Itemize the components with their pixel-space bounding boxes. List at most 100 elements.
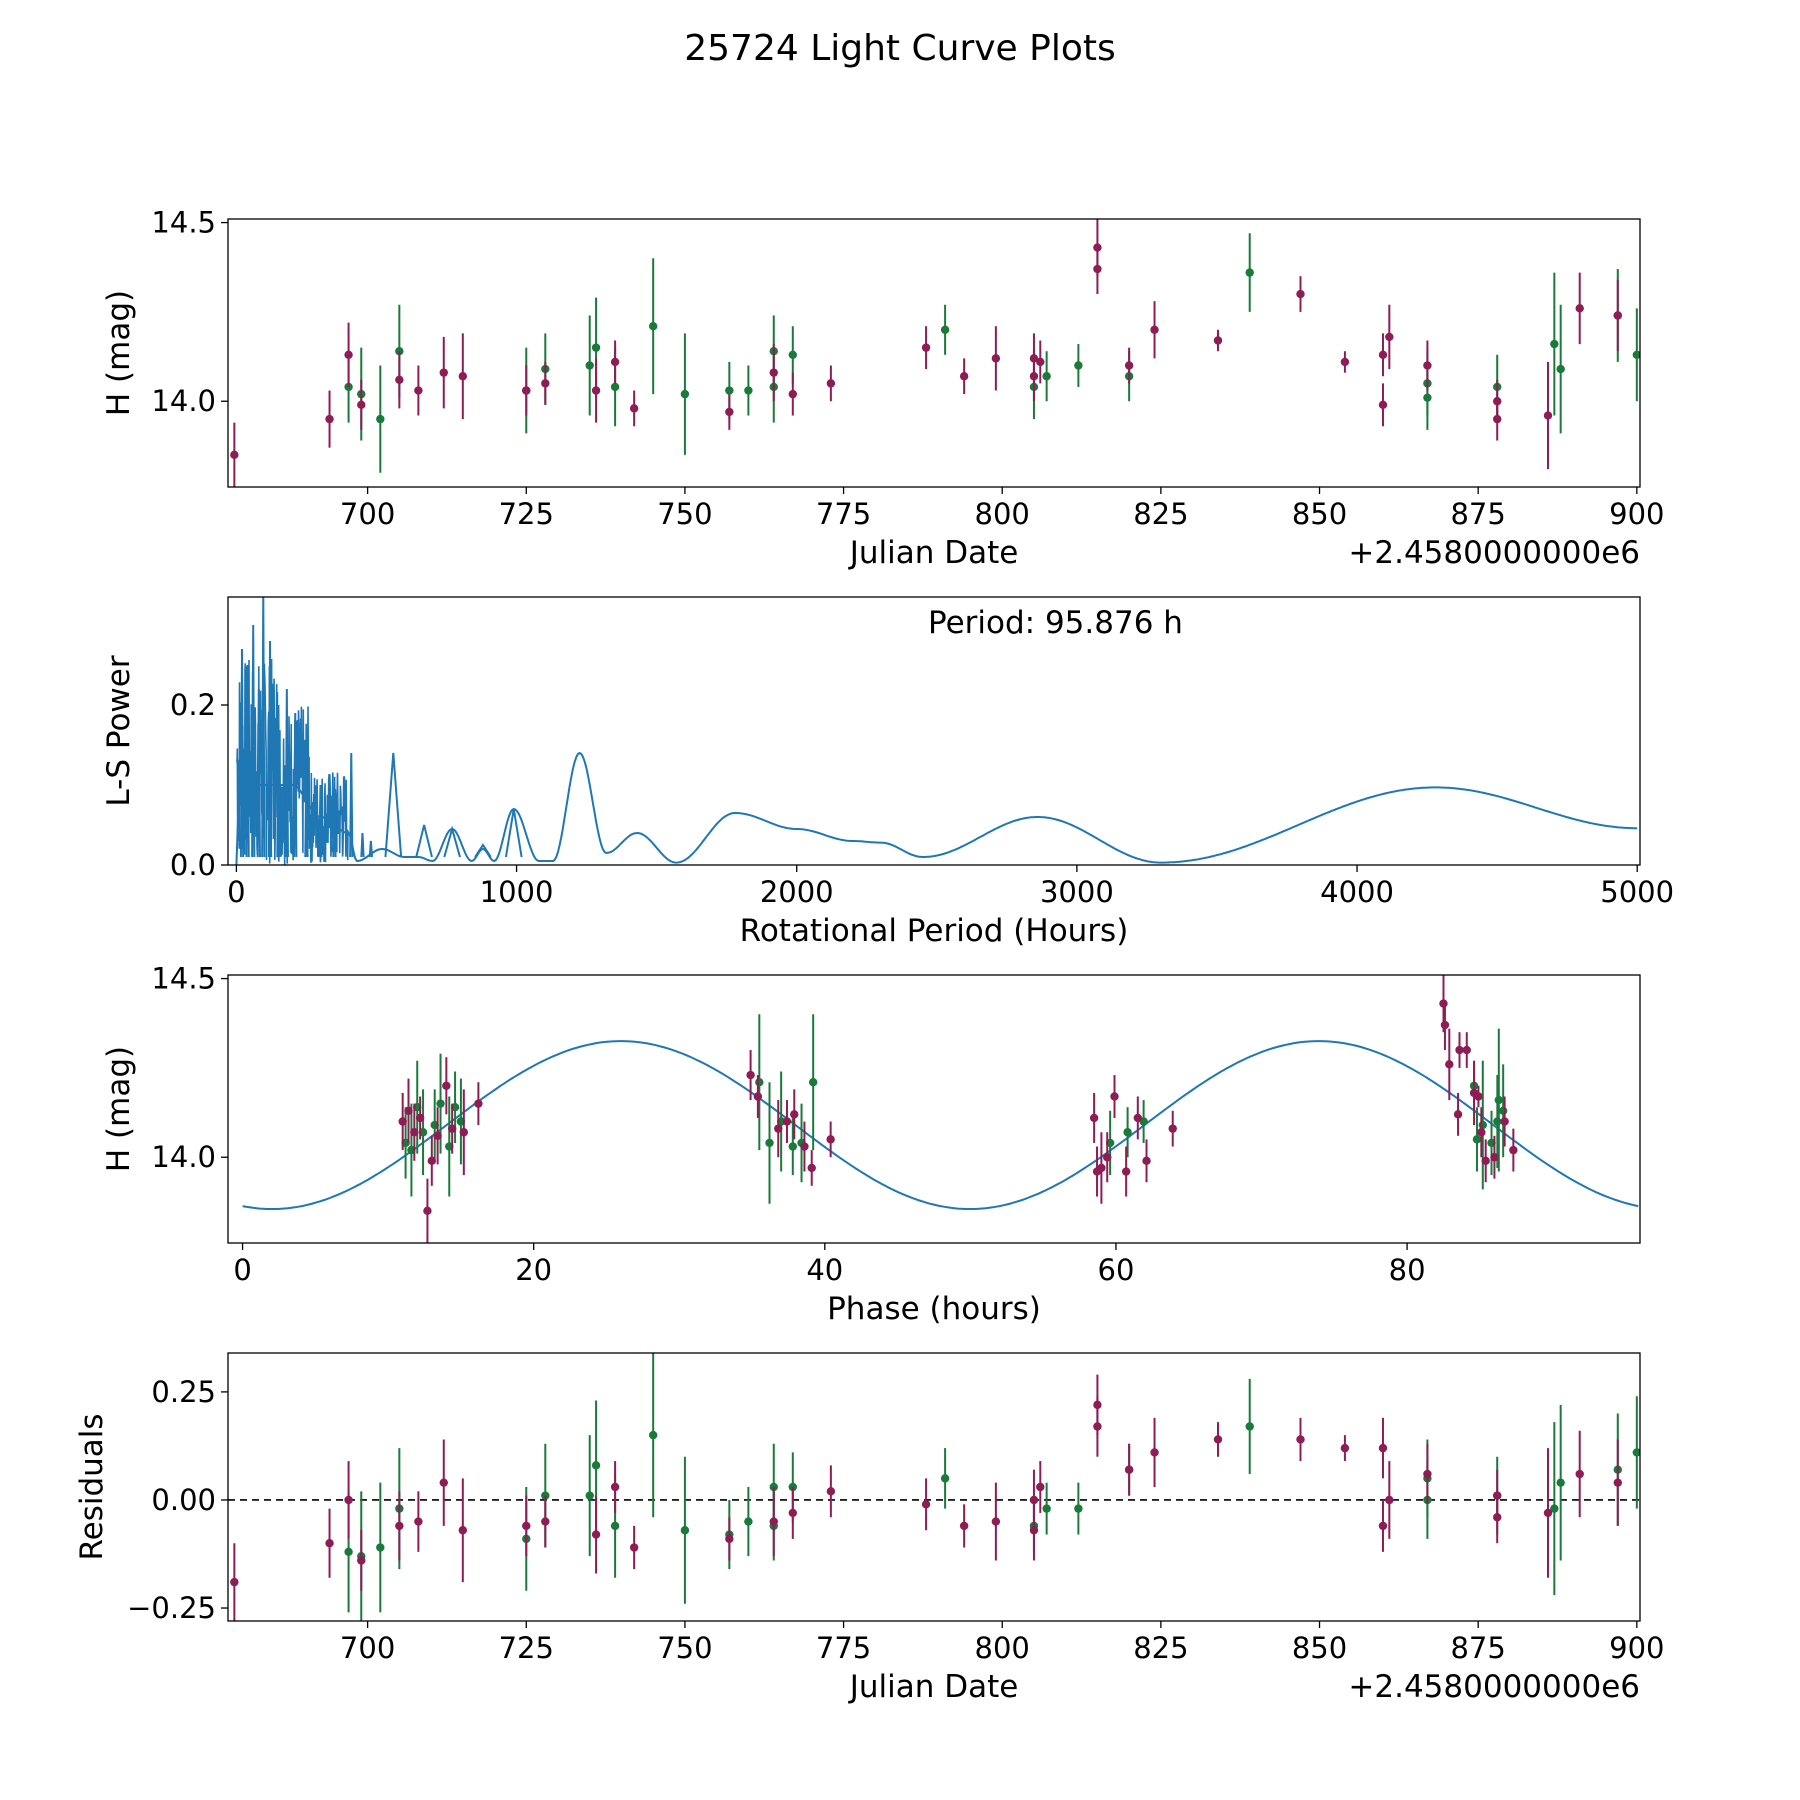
x-tick-label: 800 — [975, 1631, 1030, 1665]
data-point-r — [357, 1556, 366, 1565]
data-point-g — [744, 386, 753, 395]
data-point-r — [398, 1117, 407, 1126]
x-tick-label: 2000 — [760, 875, 834, 909]
x-tick-label: 80 — [1389, 1253, 1426, 1287]
x-tick-label: 725 — [499, 497, 554, 531]
data-point-g — [1550, 1504, 1559, 1513]
data-point-r — [1121, 1167, 1131, 1176]
data-point-r — [423, 1206, 432, 1216]
data-point-r — [610, 357, 620, 367]
data-point-r — [325, 414, 334, 424]
data-point-r — [725, 1534, 734, 1544]
data-point-r — [1474, 1092, 1483, 1101]
periodogram-forest — [236, 658, 350, 865]
x-tick-label: 60 — [1098, 1253, 1135, 1287]
periodogram-peak — [332, 792, 337, 858]
data-point-r — [1440, 1020, 1450, 1030]
data-point-r — [1481, 1156, 1490, 1166]
data-point-r — [344, 1495, 353, 1505]
data-point-g — [1074, 1504, 1083, 1513]
data-point-r — [774, 1124, 783, 1133]
data-point-g — [648, 322, 658, 331]
data-point-g — [585, 361, 594, 370]
data-point-r — [459, 1128, 469, 1137]
y-axis-label: Residuals — [74, 1413, 110, 1560]
axes-frame — [227, 1352, 1641, 1622]
data-point-r — [1029, 1495, 1039, 1505]
y-tick-label: 14.0 — [151, 384, 216, 418]
data-point-r — [1103, 1153, 1112, 1162]
data-point-g — [376, 1543, 385, 1552]
data-point-r — [414, 386, 423, 395]
data-point-g — [1494, 1095, 1504, 1105]
periodogram-peak — [284, 688, 289, 858]
data-point-r — [404, 1106, 413, 1115]
data-point-g — [788, 1142, 797, 1151]
x-tick-label: 850 — [1292, 497, 1347, 531]
x-tick-label: 725 — [499, 1631, 554, 1665]
data-point-r — [395, 375, 404, 384]
y-tick-label: 14.5 — [151, 206, 216, 240]
x-tick-label: 900 — [1609, 497, 1664, 531]
data-point-r — [1124, 361, 1134, 370]
y-tick-label: 0.25 — [151, 1375, 216, 1409]
plot-area — [242, 975, 1639, 1243]
periodogram-peak — [256, 688, 261, 858]
x-tick-label: 900 — [1609, 1631, 1664, 1665]
x-tick-label: 825 — [1133, 1631, 1188, 1665]
x-axis-label: Julian Date — [848, 535, 1019, 571]
data-point-r — [1509, 1145, 1518, 1155]
data-point-r — [807, 1163, 816, 1173]
data-point-g — [591, 343, 601, 352]
data-point-r — [458, 372, 468, 381]
x-axis-label: Rotational Period (Hours) — [740, 913, 1129, 949]
data-point-r — [1296, 289, 1305, 299]
data-point-r — [610, 1482, 620, 1492]
data-point-g — [680, 389, 690, 399]
periodogram-peak — [261, 597, 266, 858]
data-point-g — [1556, 1478, 1565, 1487]
panel-periodogram: 0 1000 2000 3000 4000 5000 0.0 0.2 Rotational Pe… — [101, 596, 1674, 949]
data-point-r — [1500, 1117, 1509, 1126]
data-point-g — [1498, 1106, 1508, 1115]
x-tick-label: 750 — [657, 497, 712, 531]
data-point-g — [1042, 1504, 1051, 1513]
data-point-g — [940, 325, 950, 334]
data-point-r — [541, 379, 550, 388]
data-point-g — [648, 1430, 658, 1440]
periodogram-peak — [504, 808, 523, 858]
data-point-r — [1493, 414, 1502, 424]
data-point-r — [1097, 1163, 1106, 1173]
periodogram-peak — [239, 648, 245, 858]
x-tick-label: 700 — [340, 1631, 395, 1665]
data-point-r — [591, 1530, 601, 1539]
axes-frame — [227, 596, 1641, 866]
periodogram-peak — [360, 832, 365, 858]
data-point-g — [1074, 361, 1083, 370]
data-point-r — [790, 1110, 799, 1119]
periodogram-peak — [318, 784, 323, 858]
data-point-g — [585, 1491, 594, 1500]
data-point-r — [1213, 336, 1223, 345]
data-point-r — [395, 1521, 404, 1531]
data-point-g — [436, 1099, 445, 1108]
axes-frame — [227, 218, 1641, 488]
data-point-r — [921, 343, 931, 352]
periodogram-peak — [349, 752, 354, 858]
data-point-r — [629, 404, 639, 413]
data-point-r — [1543, 1508, 1553, 1518]
data-point-r — [1168, 1124, 1177, 1133]
data-point-r — [746, 1070, 755, 1080]
data-point-r — [1493, 1513, 1502, 1522]
data-point-r — [1543, 411, 1553, 420]
y-tick-label: 0.2 — [170, 688, 216, 722]
data-point-r — [230, 1577, 239, 1587]
data-point-r — [1385, 332, 1394, 342]
data-point-r — [427, 1156, 436, 1166]
data-point-r — [1093, 264, 1102, 274]
data-point-g — [680, 1526, 690, 1535]
data-point-r — [769, 1517, 778, 1526]
data-point-g — [755, 1078, 764, 1087]
periodogram-peak — [245, 664, 250, 858]
x-axis-label: Julian Date — [848, 1669, 1019, 1705]
